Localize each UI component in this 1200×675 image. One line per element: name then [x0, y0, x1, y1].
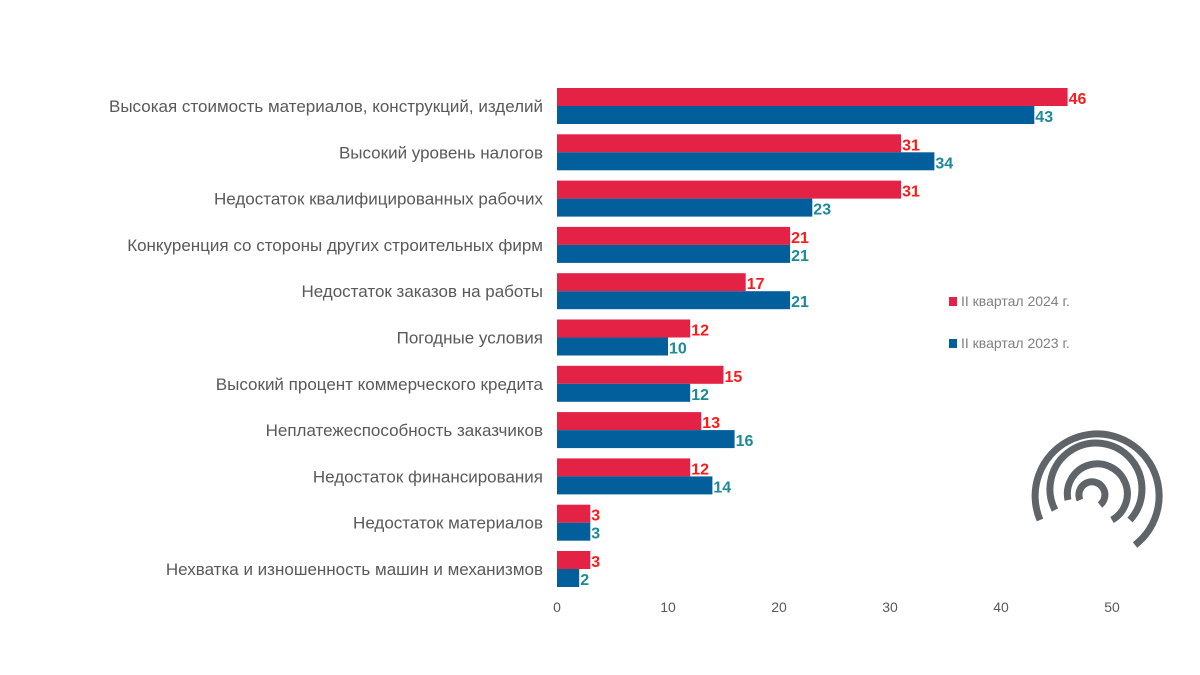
- bar-2024: [557, 412, 702, 431]
- x-tick-label: 20: [771, 599, 787, 615]
- bar-2023: [557, 337, 668, 356]
- bar-2024: [557, 134, 902, 153]
- category-label: Нехватка и изношенность машин и механизм…: [166, 560, 543, 579]
- bar-2023: [557, 522, 591, 541]
- bar-2024: [557, 226, 791, 245]
- data-label: 13: [702, 415, 720, 432]
- category-label: Высокий процент коммерческого кредита: [216, 375, 544, 394]
- x-tick-label: 50: [1104, 599, 1120, 615]
- category-label: Высокий уровень налогов: [339, 143, 543, 162]
- data-label: 43: [1035, 109, 1053, 126]
- data-label: 12: [691, 387, 709, 404]
- bar-2023: [557, 476, 713, 495]
- data-label: 12: [691, 461, 709, 478]
- data-label: 10: [669, 341, 687, 358]
- data-label: 14: [713, 479, 731, 496]
- x-tick-label: 30: [882, 599, 898, 615]
- category-label: Недостаток материалов: [353, 514, 543, 533]
- bar-2024: [557, 458, 691, 477]
- category-label: Неплатежеспособность заказчиков: [266, 421, 543, 440]
- logo-icon: [1031, 430, 1163, 548]
- bar-2024: [557, 365, 724, 384]
- bar-2023: [557, 152, 935, 171]
- bar-2024: [557, 551, 591, 569]
- data-label: 12: [691, 323, 709, 340]
- data-label: 3: [591, 508, 600, 525]
- data-label: 31: [902, 137, 920, 154]
- bar-2024: [557, 273, 746, 292]
- data-label: 23: [813, 202, 831, 219]
- bar-2023: [557, 106, 1035, 124]
- category-label: Высокая стоимость материалов, конструкци…: [109, 97, 543, 116]
- data-label: 3: [591, 554, 600, 571]
- bar-2023: [557, 430, 735, 449]
- category-label: Недостаток финансирования: [313, 467, 543, 486]
- legend-swatch: [949, 297, 957, 306]
- data-label: 2: [580, 572, 589, 589]
- data-label: 46: [1069, 91, 1087, 108]
- legend-label: II квартал 2023 г.: [961, 335, 1070, 351]
- x-tick-label: 0: [553, 599, 561, 615]
- bar-2023: [557, 198, 813, 217]
- category-label: Погодные условия: [397, 329, 543, 348]
- data-label: 21: [791, 248, 809, 265]
- bar-2024: [557, 504, 591, 523]
- data-label: 34: [935, 155, 953, 172]
- data-label: 31: [902, 184, 920, 201]
- category-label: Конкуренция со стороны других строительн…: [127, 236, 543, 255]
- data-label: 16: [736, 433, 754, 450]
- legend-swatch: [949, 339, 957, 348]
- data-label: 3: [591, 526, 600, 543]
- bar-2023: [557, 569, 580, 587]
- data-label: 15: [725, 369, 743, 386]
- bar-2024: [557, 88, 1068, 106]
- legend-label: II квартал 2024 г.: [961, 293, 1070, 309]
- category-label: Недостаток квалифицированных рабочих: [214, 190, 543, 209]
- bar-2023: [557, 291, 791, 310]
- bar-2023: [557, 383, 691, 402]
- data-label: 21: [791, 230, 809, 247]
- category-label: Недостаток заказов на работы: [301, 282, 543, 301]
- bar-2024: [557, 319, 691, 338]
- bar-2023: [557, 244, 791, 263]
- x-tick-label: 40: [993, 599, 1009, 615]
- x-tick-label: 10: [660, 599, 676, 615]
- data-label: 21: [791, 294, 809, 311]
- data-label: 17: [747, 276, 765, 293]
- bar-2024: [557, 180, 902, 199]
